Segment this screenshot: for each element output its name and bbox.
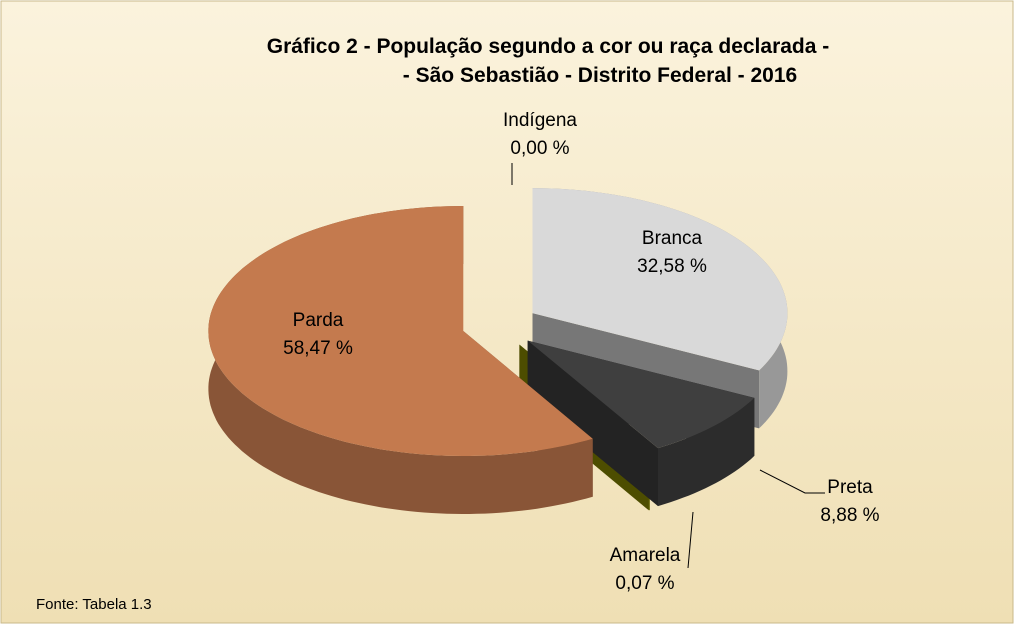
source-note: Fonte: Tabela 1.3	[36, 596, 152, 613]
leader-line	[759, 469, 825, 494]
slice	[527, 340, 755, 449]
slice-side	[527, 340, 658, 507]
slice-label: Parda	[293, 310, 344, 331]
value-label: 8,88 %	[820, 505, 879, 526]
slice-label: Preta	[827, 477, 873, 498]
value-label: 32,58 %	[637, 256, 707, 277]
slice-label: Amarela	[610, 545, 681, 566]
value-label: 0,07 %	[615, 573, 674, 594]
chart-title: Gráfico 2 - População segundo a cor ou r…	[267, 35, 830, 58]
chart-title: - São Sebastião - Distrito Federal - 201…	[403, 64, 797, 87]
value-label: 0,00 %	[510, 138, 569, 159]
slice-label: Indígena	[503, 110, 577, 131]
slice	[532, 188, 788, 371]
value-label: 58,47 %	[283, 338, 353, 359]
slice-wall	[658, 397, 755, 507]
pie: Branca 32,58 % Preta 8,88 % Amarela 0,07 % Ind…	[208, 110, 880, 594]
slice	[208, 206, 593, 456]
slice-label: Branca	[642, 228, 703, 249]
leader-line	[687, 511, 694, 569]
